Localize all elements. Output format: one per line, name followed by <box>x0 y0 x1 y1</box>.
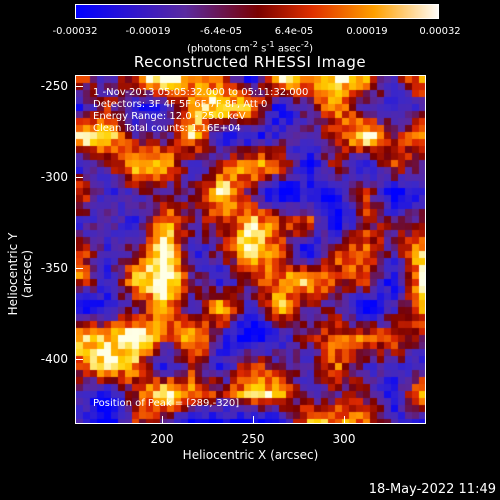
colorbar-tick-label: 0.00019 <box>346 26 388 37</box>
x-tick-label: 200 <box>150 432 174 446</box>
colorbar-tick-label: -6.4e-05 <box>200 26 242 37</box>
colorbar-tick-label: 0.00032 <box>419 26 461 37</box>
y-tick-mark <box>75 359 83 360</box>
x-tick-label: 300 <box>332 432 356 446</box>
y-tick-mark <box>75 268 83 269</box>
rhessi-heatmap-image <box>76 76 425 423</box>
colorbar <box>75 4 439 19</box>
x-tick-mark <box>253 416 254 424</box>
colorbar-tick-label: -0.00019 <box>125 26 171 37</box>
y-tick-mark <box>75 86 83 87</box>
y-tick-label: -350 <box>40 261 68 275</box>
y-tick-label: -250 <box>40 79 68 93</box>
x-tick-label: 250 <box>241 432 265 446</box>
y-tick-label: -400 <box>40 352 68 366</box>
colorbar-tick-label: 6.4e-05 <box>274 26 314 37</box>
y-tick-mark <box>75 177 83 178</box>
x-tick-mark <box>344 416 345 424</box>
y-tick-label: -300 <box>40 170 68 184</box>
timestamp: 18-May-2022 11:49 <box>368 482 496 497</box>
x-axis-label: Heliocentric X (arcsec) <box>182 448 319 462</box>
rhessi-image-panel: 1 -Nov-2013 05:05:32.000 to 05:11:32.000… <box>75 75 426 424</box>
detectors-annotation: Detectors: 3F 4F 5F 6F 7F 8F, Att 0 <box>93 99 268 110</box>
colorbar-tick-label: -0.00032 <box>52 26 98 37</box>
x-tick-mark <box>162 416 163 424</box>
time-range-annotation: 1 -Nov-2013 05:05:32.000 to 05:11:32.000 <box>93 87 309 98</box>
energy-range-annotation: Energy Range: 12.0 - 25.0 keV <box>93 111 246 122</box>
plot-title: Reconstructed RHESSI Image <box>133 53 367 71</box>
peak-position-annotation: Position of Peak = [289,-320] <box>93 398 240 409</box>
colorbar-units: (photons cm-2 s-1 asec-2) <box>186 39 314 55</box>
clean-counts-annotation: Clean Total counts: 1.16E+04 <box>93 123 241 134</box>
y-axis-label: Heliocentric Y (arcsec) <box>6 232 34 316</box>
